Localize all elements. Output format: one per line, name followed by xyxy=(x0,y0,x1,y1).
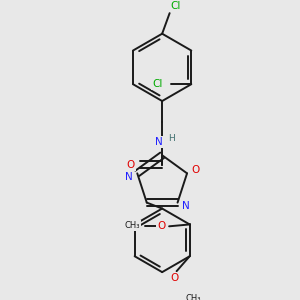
Text: N: N xyxy=(154,137,162,147)
Text: O: O xyxy=(126,160,134,170)
Text: H: H xyxy=(168,134,175,143)
Text: O: O xyxy=(191,165,200,175)
Text: Cl: Cl xyxy=(170,1,180,11)
Text: CH₃: CH₃ xyxy=(185,294,200,300)
Text: N: N xyxy=(125,172,133,182)
Text: Cl: Cl xyxy=(152,79,163,89)
Text: O: O xyxy=(158,221,166,231)
Text: N: N xyxy=(182,201,190,212)
Text: O: O xyxy=(171,273,179,283)
Text: CH₃: CH₃ xyxy=(124,221,140,230)
